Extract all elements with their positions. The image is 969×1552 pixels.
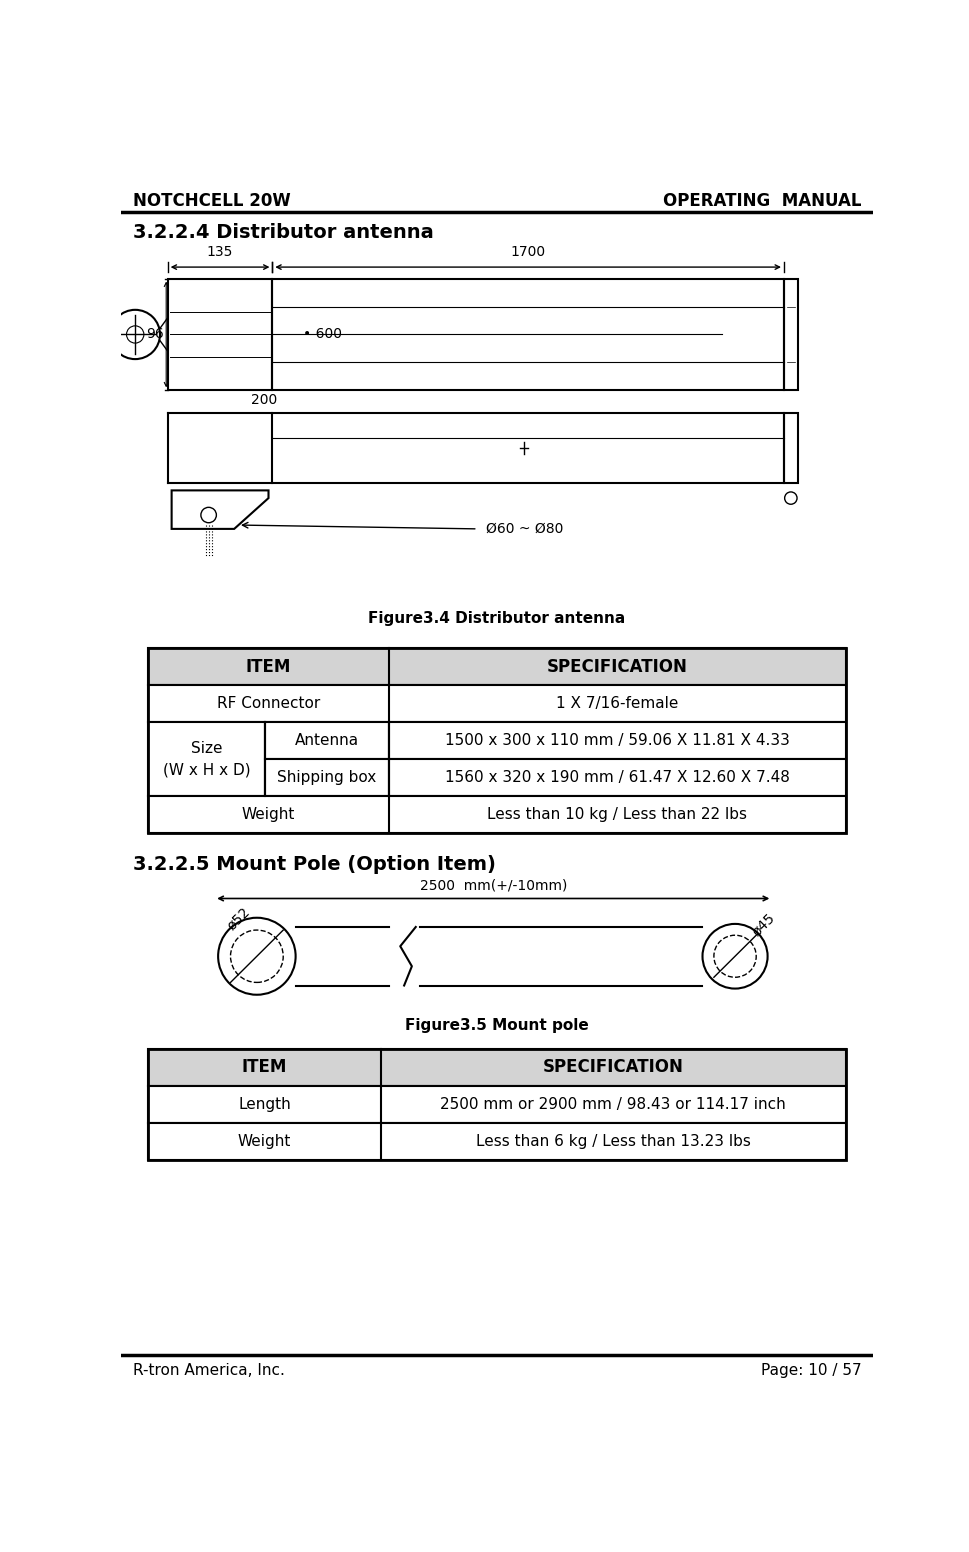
- Text: 1500 x 300 x 110 mm / 59.06 X 11.81 X 4.33: 1500 x 300 x 110 mm / 59.06 X 11.81 X 4.…: [445, 733, 789, 748]
- Text: 1 X 7/16-female: 1 X 7/16-female: [555, 697, 677, 711]
- Text: ø45: ø45: [748, 911, 776, 939]
- Bar: [148, 722, 265, 796]
- Text: Weight: Weight: [241, 807, 295, 823]
- Text: Shipping box: Shipping box: [277, 770, 376, 785]
- Text: 3.2.2.4 Distributor antenna: 3.2.2.4 Distributor antenna: [133, 223, 433, 242]
- Bar: [389, 722, 845, 759]
- Text: Less than 6 kg / Less than 13.23 lbs: Less than 6 kg / Less than 13.23 lbs: [476, 1133, 750, 1148]
- Bar: [148, 796, 845, 833]
- Text: 3.2.2.5 Mount Pole (Option Item): 3.2.2.5 Mount Pole (Option Item): [133, 855, 495, 874]
- Bar: [168, 279, 272, 390]
- Text: 1560 x 320 x 190 mm / 61.47 X 12.60 X 7.48: 1560 x 320 x 190 mm / 61.47 X 12.60 X 7.…: [445, 770, 789, 785]
- Text: Figure3.4 Distributor antenna: Figure3.4 Distributor antenna: [368, 611, 625, 627]
- Bar: [272, 413, 783, 483]
- Text: Length: Length: [238, 1097, 291, 1111]
- Bar: [148, 1122, 845, 1159]
- Text: Antenna: Antenna: [295, 733, 359, 748]
- Text: OPERATING  MANUAL: OPERATING MANUAL: [662, 192, 860, 211]
- Text: SPECIFICATION: SPECIFICATION: [543, 1058, 683, 1076]
- Bar: [148, 1049, 845, 1085]
- Text: SPECIFICATION: SPECIFICATION: [547, 658, 687, 675]
- Text: 135: 135: [206, 245, 233, 259]
- Bar: [783, 279, 797, 390]
- Text: 1700: 1700: [510, 245, 546, 259]
- Text: RF Connector: RF Connector: [217, 697, 320, 711]
- Bar: [148, 649, 845, 833]
- Text: ITEM: ITEM: [241, 1058, 287, 1076]
- Text: Weight: Weight: [237, 1133, 291, 1148]
- Text: R-tron America, Inc.: R-tron America, Inc.: [133, 1363, 285, 1378]
- Bar: [389, 759, 845, 796]
- Text: 96: 96: [146, 327, 164, 341]
- Text: 200: 200: [251, 393, 277, 407]
- Bar: [783, 413, 797, 483]
- Bar: [272, 279, 783, 390]
- Bar: [265, 759, 389, 796]
- Text: ITEM: ITEM: [245, 658, 291, 675]
- Text: Size
(W x H x D): Size (W x H x D): [163, 742, 250, 778]
- Bar: [148, 1085, 845, 1122]
- Bar: [148, 649, 845, 684]
- Text: 2500  mm(+/-10mm): 2500 mm(+/-10mm): [420, 878, 566, 892]
- Text: ø52: ø52: [224, 905, 253, 933]
- Text: • 600: • 600: [303, 327, 342, 341]
- Bar: [265, 722, 389, 759]
- Text: Less than 10 kg / Less than 22 lbs: Less than 10 kg / Less than 22 lbs: [486, 807, 746, 823]
- Text: NOTCHCELL 20W: NOTCHCELL 20W: [133, 192, 291, 211]
- Bar: [148, 1049, 845, 1159]
- Text: Figure3.5 Mount pole: Figure3.5 Mount pole: [405, 1018, 588, 1032]
- Text: Page: 10 / 57: Page: 10 / 57: [760, 1363, 860, 1378]
- Text: Ø60 ~ Ø80: Ø60 ~ Ø80: [485, 521, 562, 535]
- Bar: [148, 684, 845, 722]
- Text: 2500 mm or 2900 mm / 98.43 or 114.17 inch: 2500 mm or 2900 mm / 98.43 or 114.17 inc…: [440, 1097, 786, 1111]
